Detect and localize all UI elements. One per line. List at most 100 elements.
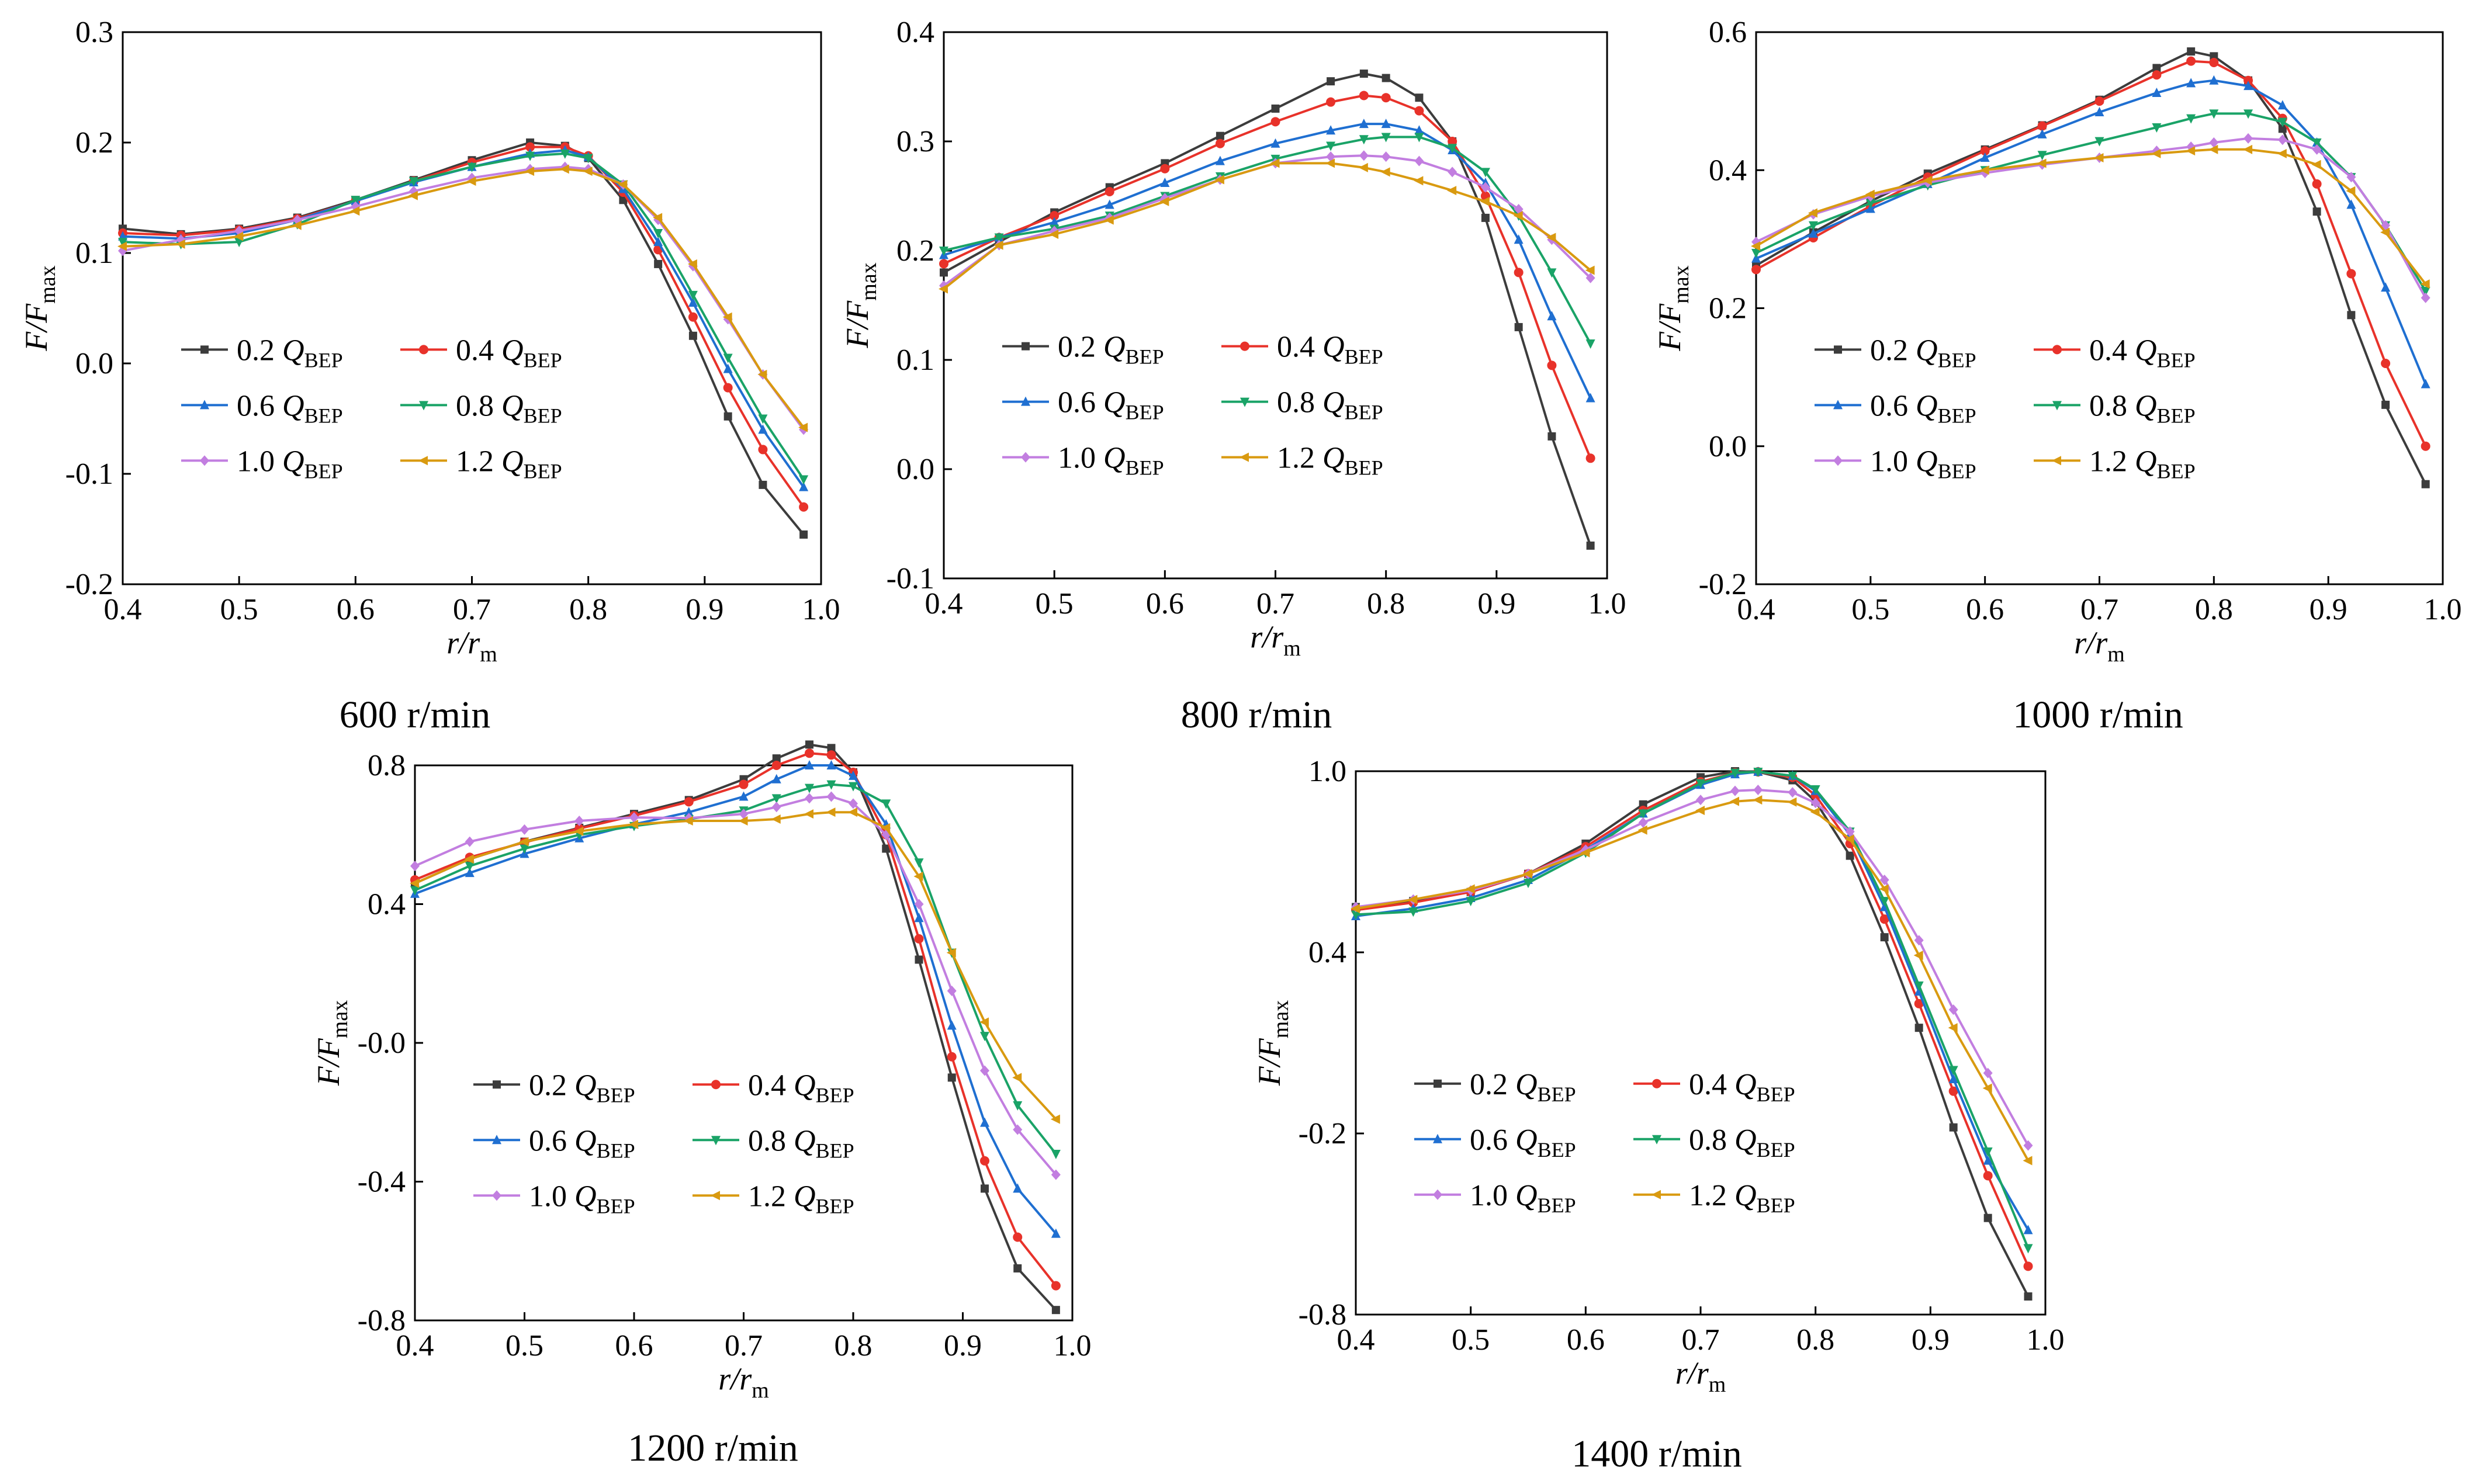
data-point [849,770,858,780]
data-point [2094,107,2104,117]
data-point [2094,152,2104,162]
data-point [2421,379,2430,389]
y-tick-label: 0.2 [75,126,113,160]
data-point [2421,480,2430,488]
data-point [1408,907,1418,917]
panel-600-rpm: 0.4 0.5 0.6 0.7 0.8 0.9 1.0 -0.2 -0.1 0.0 0.1 0.2 0.… [19,16,840,736]
data-point [915,955,923,964]
data-point [1326,141,1336,151]
data-point [1013,1101,1023,1111]
data-point [723,412,732,421]
y-tick-label: -0.2 [1699,568,1747,601]
x-tick-label: 0.8 [1367,587,1405,620]
panel-1000-rpm: 0.4 0.5 0.6 0.7 0.8 0.9 1.0 -0.2 0.0 0.2 0.4 0.6 r/r… [1652,16,2462,736]
data-point [688,312,698,322]
data-point [684,807,694,817]
data-point [1753,795,1763,805]
legend-label: 1.0 QBEP [1470,1179,1576,1217]
legend-item: 0.8 QBEP [1221,386,1383,424]
legend-marker [1833,400,1843,410]
data-point [980,1156,989,1166]
data-point [574,826,584,836]
data-point [1585,339,1595,349]
data-point [1013,1124,1023,1135]
data-point [465,836,475,847]
series-line [1355,799,2030,1161]
series-5 [1751,144,2430,289]
data-point [1547,360,1557,370]
legend-marker [1434,1079,1442,1088]
data-point [881,823,891,833]
x-tick-label: 0.7 [1682,1323,1720,1357]
data-point [466,176,476,186]
data-point [1448,144,1457,154]
data-point [1865,189,1875,199]
legend-marker [1240,397,1249,407]
series-5 [939,158,1595,294]
data-point [947,985,957,996]
data-point [1879,914,1889,924]
x-tick-label: 0.9 [2310,593,2348,626]
legend-marker [419,401,428,411]
data-point [1414,155,1424,167]
y-tick-label: -0.8 [1299,1298,1346,1332]
data-point [1359,70,1368,78]
data-point [1983,1147,1993,1157]
data-point [2037,151,2047,161]
data-point [1523,869,1532,879]
data-point [117,241,127,251]
data-point [1585,272,1595,283]
series-5 [117,164,808,432]
data-point [826,791,836,802]
data-point [771,761,781,770]
legend-marker [1833,455,1843,466]
data-point [947,1020,957,1030]
data-point [826,807,836,817]
data-point [1753,768,1763,778]
x-axis-label: r/rm [446,625,497,667]
y-tick-label: 0.8 [368,749,406,782]
data-point [2278,124,2287,133]
y-tick-label: 0.6 [1709,16,1747,49]
data-point [654,259,663,268]
data-point [771,774,781,783]
data-point [723,383,733,393]
data-point [804,809,813,819]
legend-label: 1.0 QBEP [529,1180,635,1218]
data-point [805,748,814,758]
data-point [848,807,857,817]
series-2 [1351,767,2033,1235]
series-3 [410,780,1061,1159]
legend-marker [1651,1190,1661,1199]
data-point [2151,148,2161,158]
data-point [1547,311,1557,321]
data-point [350,206,360,216]
x-tick-label: 0.5 [506,1329,543,1362]
legend-marker [711,1080,721,1090]
series-line [943,162,1591,290]
data-point [1051,1150,1061,1159]
data-point [2277,134,2287,145]
legend-marker [1652,1079,1661,1088]
data-point [1104,215,1114,225]
legend-label: 1.2 QBEP [1277,442,1383,480]
x-tick-label: 0.5 [220,593,258,626]
data-point [1586,541,1595,550]
data-point [2312,138,2322,148]
data-point [1730,768,1740,778]
data-point [1351,910,1360,920]
data-point [1351,904,1360,914]
data-point [1879,897,1889,907]
data-point [805,740,813,749]
y-tick-label: 0.4 [1709,154,1747,187]
data-point [739,809,749,820]
data-point [1415,93,1424,102]
data-point [2421,441,2430,451]
data-point [1913,951,1923,961]
x-tick-label: 0.8 [1796,1323,1834,1357]
y-tick-label: -0.1 [887,562,934,595]
series-line [1756,137,2427,299]
data-point [1753,785,1763,796]
data-point [2094,96,2104,106]
data-point [2037,129,2047,138]
